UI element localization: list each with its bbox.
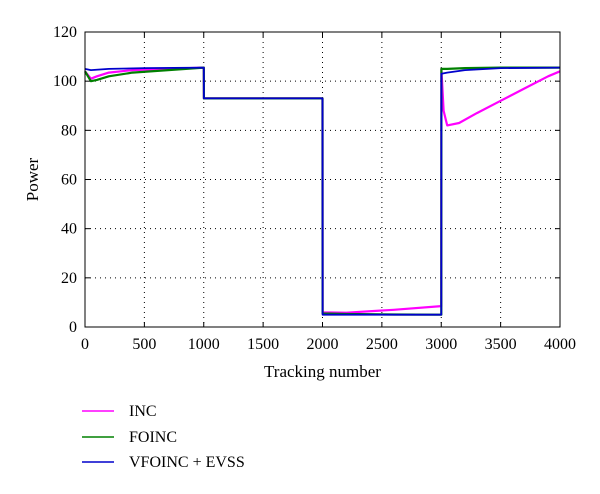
y-tick-label: 20	[61, 270, 77, 287]
x-tick-label: 3000	[425, 336, 457, 353]
y-tick-label: 60	[61, 172, 77, 189]
x-tick-label: 4000	[544, 336, 576, 353]
x-tick-label: 1000	[188, 336, 220, 353]
x-tick-label: 2000	[307, 336, 339, 353]
series-line-3	[84, 66, 561, 316]
legend-label-foinc: FOINC	[129, 429, 177, 446]
legend-label-vfoinc-evss: VFOINC + EVSS	[129, 454, 245, 471]
y-axis-label: Power	[23, 157, 42, 201]
y-tick-label: 80	[61, 122, 77, 139]
x-tick-label: 0	[81, 336, 89, 353]
series-lines	[84, 66, 561, 316]
legend-label-inc: INC	[129, 403, 157, 420]
x-axis-label: Tracking number	[264, 362, 381, 381]
series-line-1	[84, 66, 561, 314]
y-tick-label: 0	[69, 319, 77, 336]
y-tick-label: 120	[53, 24, 77, 41]
axis-ticks: 0 500 1000 1500 2000 2500 3000 3500 4000 0 20 40 60 8…	[53, 24, 576, 353]
y-tick-label: 100	[53, 73, 77, 90]
x-tick-label: 3500	[485, 336, 517, 353]
legend: INC FOINC VFOINC + EVSS	[82, 403, 245, 471]
y-tick-label: 40	[61, 221, 77, 238]
x-tick-label: 500	[132, 336, 156, 353]
x-tick-label: 1500	[247, 336, 279, 353]
x-tick-label: 2500	[366, 336, 398, 353]
